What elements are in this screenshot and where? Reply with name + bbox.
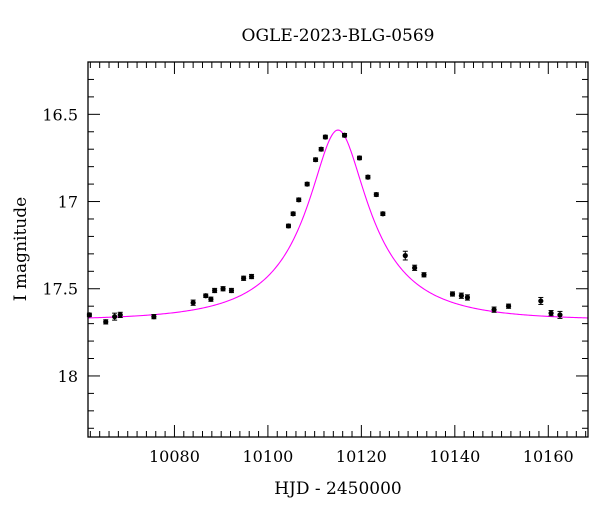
x-tick-label: 10120: [336, 447, 387, 466]
point-marker: [322, 134, 328, 140]
data-point: [208, 296, 214, 302]
data-point: [505, 303, 512, 309]
point-marker: [208, 296, 214, 302]
x-tick-label: 10160: [523, 447, 574, 466]
data-point: [112, 312, 118, 321]
data-point: [341, 132, 348, 138]
point-marker: [449, 291, 456, 297]
data-point: [356, 155, 363, 161]
data-point: [312, 157, 319, 163]
data-point: [365, 174, 371, 180]
data-point: [212, 287, 218, 294]
data-points-layer: [86, 132, 563, 325]
x-axis-label: HJD - 2450000: [274, 479, 402, 499]
point-marker: [228, 287, 235, 294]
point-marker: [557, 312, 563, 318]
data-point: [318, 146, 324, 152]
point-marker: [356, 155, 363, 161]
point-marker: [112, 314, 118, 320]
chart-title: OGLE-2023-BLG-0569: [242, 26, 435, 46]
point-marker: [458, 293, 464, 299]
point-marker: [212, 287, 218, 294]
point-marker: [290, 211, 296, 217]
data-point: [464, 294, 471, 301]
y-axis-label: I magnitude: [11, 197, 31, 301]
point-marker: [464, 294, 471, 301]
data-point: [228, 287, 235, 294]
point-marker: [402, 253, 408, 259]
point-marker: [117, 312, 123, 318]
data-point: [103, 319, 109, 325]
data-point: [412, 264, 418, 271]
data-point: [458, 292, 464, 299]
data-point: [304, 181, 310, 187]
data-point: [373, 191, 379, 198]
plot-frame: [87, 61, 589, 438]
point-marker: [220, 286, 226, 292]
data-point: [117, 311, 123, 319]
point-marker: [491, 307, 497, 313]
data-point: [220, 286, 226, 292]
point-marker: [318, 146, 324, 152]
data-point: [248, 273, 255, 280]
x-tick-label: 10140: [429, 447, 480, 466]
point-marker: [341, 132, 348, 138]
data-point: [491, 306, 497, 313]
data-point: [151, 314, 157, 320]
point-marker: [412, 265, 418, 271]
point-marker: [296, 197, 302, 203]
data-point: [241, 275, 247, 281]
data-point: [538, 296, 544, 305]
data-point: [285, 223, 292, 229]
y-tick-label: 17.5: [42, 280, 78, 299]
data-point: [380, 211, 386, 217]
data-point: [548, 310, 554, 317]
point-marker: [103, 319, 109, 325]
y-tick-label: 18: [58, 367, 78, 386]
y-tick-label: 17: [58, 193, 78, 212]
model-curve: [88, 129, 588, 319]
x-tick-label: 10080: [149, 447, 200, 466]
data-point: [449, 291, 456, 297]
point-marker: [538, 298, 544, 304]
point-marker: [190, 300, 196, 306]
data-point: [322, 134, 328, 140]
point-marker: [248, 273, 255, 280]
data-point: [557, 310, 563, 319]
point-marker: [373, 191, 379, 198]
data-point: [290, 211, 296, 217]
point-marker: [285, 223, 292, 229]
x-tick-label: 10100: [242, 447, 293, 466]
data-point: [421, 272, 427, 278]
data-point: [296, 197, 302, 203]
point-marker: [505, 303, 512, 309]
point-marker: [241, 275, 247, 281]
axis-ticks-layer: 10080 10100 10120 10140 10160 16.5 17 17.5 18: [42, 61, 588, 466]
point-marker: [380, 211, 386, 217]
point-marker: [365, 174, 371, 180]
point-marker: [312, 157, 319, 163]
data-point: [402, 250, 408, 261]
model-curve-layer: [88, 129, 588, 319]
point-marker: [203, 293, 209, 299]
point-marker: [151, 314, 157, 320]
data-point: [203, 293, 209, 299]
y-tick-label: 16.5: [42, 105, 78, 124]
point-marker: [548, 310, 554, 316]
point-marker: [421, 272, 427, 278]
data-point: [190, 299, 196, 306]
point-marker: [304, 181, 310, 187]
